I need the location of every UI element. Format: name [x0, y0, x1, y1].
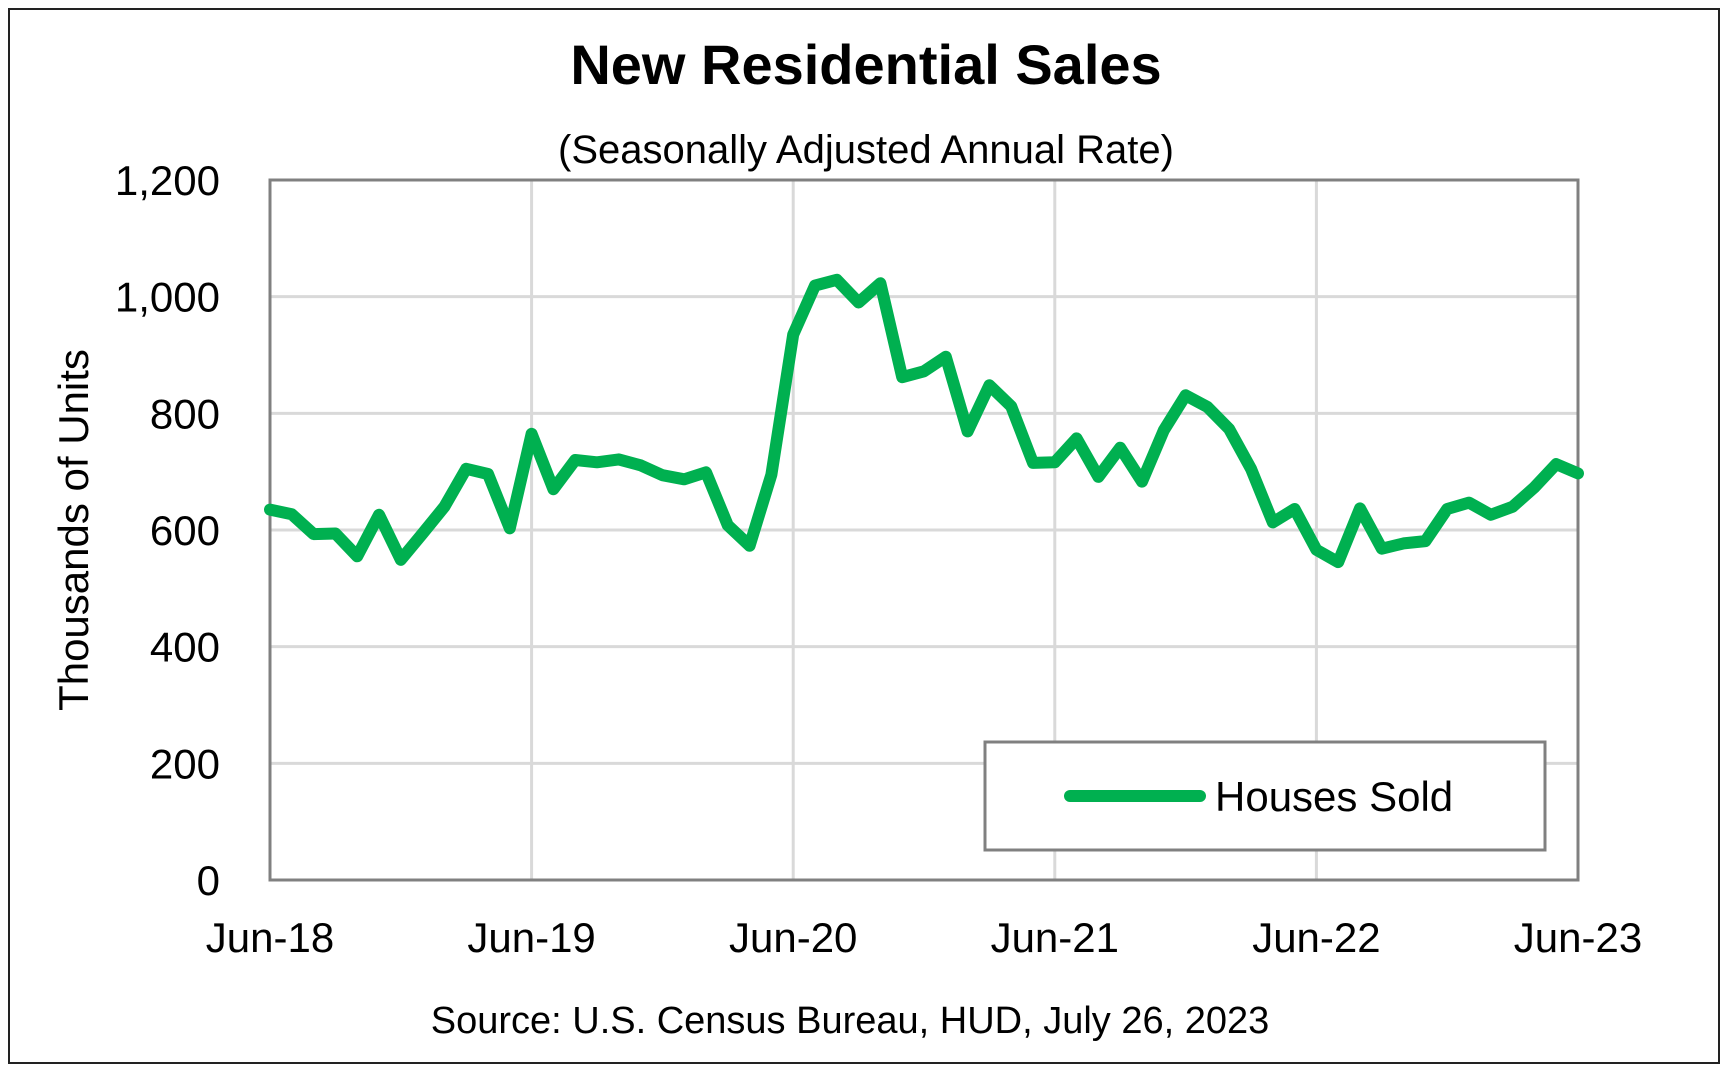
data-point	[356, 555, 359, 558]
x-tick-label: Jun-23	[1514, 914, 1642, 961]
data-point	[1162, 429, 1165, 432]
data-point	[1577, 472, 1579, 475]
data-point	[421, 532, 424, 535]
x-tick-label: Jun-21	[991, 914, 1119, 961]
x-tick-label: Jun-20	[729, 914, 857, 961]
data-point	[465, 467, 468, 470]
y-axis-label: Thousands of Units	[50, 349, 97, 711]
data-point	[1141, 480, 1143, 483]
data-point	[726, 524, 729, 527]
data-point	[1010, 405, 1013, 408]
x-axis-ticks: Jun-18 Jun-19 Jun-20 Jun-21 Jun-22 Jun-23	[206, 914, 1642, 961]
data-point	[1555, 463, 1558, 466]
data-point	[770, 473, 773, 476]
chart-title: New Residential Sales	[570, 33, 1162, 96]
data-point	[879, 282, 882, 285]
data-point	[552, 488, 555, 491]
data-point	[1533, 486, 1536, 489]
data-point	[1489, 513, 1492, 516]
data-point	[1097, 475, 1100, 478]
data-point	[1250, 467, 1252, 470]
data-point	[443, 505, 446, 508]
data-point	[530, 432, 533, 435]
data-point	[1446, 508, 1449, 510]
data-point	[1380, 547, 1383, 550]
data-point	[574, 459, 577, 461]
data-point	[966, 430, 969, 433]
x-tick-label: Jun-18	[206, 914, 334, 961]
data-point	[1359, 507, 1361, 510]
data-point	[312, 533, 315, 536]
data-point	[1337, 561, 1340, 564]
plot-area-border	[268, 178, 1580, 882]
y-tick-label: 800	[150, 390, 220, 437]
y-tick-label: 1,000	[115, 274, 220, 321]
chart-source: Source: U.S. Census Bureau, HUD, July 26…	[430, 1000, 1270, 1042]
y-axis-ticks: 0 200 400 600 800 1,000 1,200	[115, 157, 220, 904]
data-point	[508, 527, 511, 530]
data-point	[269, 508, 271, 511]
y-tick-label: 400	[150, 624, 220, 671]
data-point	[1511, 505, 1514, 508]
series-line-houses-sold	[264, 273, 1584, 569]
data-point	[399, 558, 402, 561]
data-point	[661, 474, 664, 477]
y-tick-label: 1,200	[115, 157, 220, 204]
data-point	[639, 464, 642, 467]
data-point	[705, 471, 707, 474]
data-point	[1228, 428, 1231, 431]
data-point	[683, 478, 686, 481]
data-point	[792, 333, 795, 336]
data-point	[596, 461, 598, 464]
data-point	[290, 513, 293, 516]
data-point	[378, 513, 380, 516]
data-point	[617, 458, 620, 461]
data-point	[901, 376, 904, 379]
y-tick-label: 200	[150, 740, 220, 787]
data-point	[835, 278, 838, 281]
data-point	[1293, 508, 1296, 510]
legend: Houses Sold	[983, 740, 1547, 852]
data-point	[334, 532, 337, 535]
data-point	[1271, 521, 1274, 524]
data-point	[487, 473, 489, 475]
data-point	[1206, 405, 1209, 408]
data-point	[748, 544, 751, 547]
data-point	[944, 355, 947, 358]
legend-label-houses-sold: Houses Sold	[1215, 773, 1453, 820]
x-tick-label: Jun-19	[467, 914, 595, 961]
data-point	[1075, 437, 1078, 440]
series-group	[264, 273, 1584, 569]
data-point	[1119, 446, 1122, 449]
data-point	[988, 384, 991, 387]
data-point	[1402, 542, 1405, 545]
data-point	[1315, 548, 1318, 551]
data-point	[857, 301, 860, 304]
data-point	[1053, 461, 1056, 464]
data-point	[1468, 501, 1470, 504]
data-point	[1184, 394, 1187, 397]
y-tick-label: 0	[197, 857, 220, 904]
data-point	[1424, 540, 1427, 543]
x-tick-label: Jun-22	[1252, 914, 1380, 961]
data-point	[814, 284, 816, 287]
y-tick-label: 600	[150, 507, 220, 554]
data-point	[1032, 461, 1034, 464]
chart-subtitle: (Seasonally Adjusted Annual Rate)	[558, 128, 1174, 172]
data-point	[923, 370, 925, 373]
